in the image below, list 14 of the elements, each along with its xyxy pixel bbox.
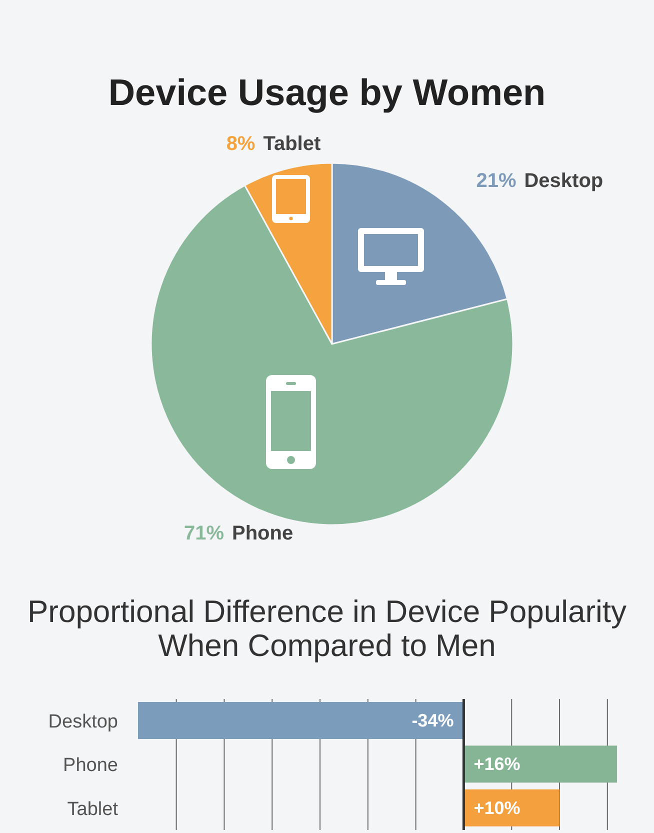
data-label: 71% [184, 522, 224, 544]
data-label: 8% [226, 133, 256, 156]
data-label: +10% [474, 798, 520, 818]
y-tick-label: Tablet [67, 798, 119, 820]
chart-title: Proportional Difference in Device Popularity When Compared to Men [26, 594, 628, 663]
data-label: 21% [476, 170, 516, 192]
y-tick-label: Desktop [48, 712, 118, 733]
y-tick-label: Phone [63, 755, 118, 776]
slice-label: Desktop [524, 170, 604, 192]
data-label: -34% [412, 710, 454, 730]
slice-label: Tablet [263, 133, 321, 156]
slice-label: Phone [232, 522, 294, 544]
chart-title: Device Usage by Women [107, 71, 547, 115]
data-label: +16% [474, 754, 520, 774]
